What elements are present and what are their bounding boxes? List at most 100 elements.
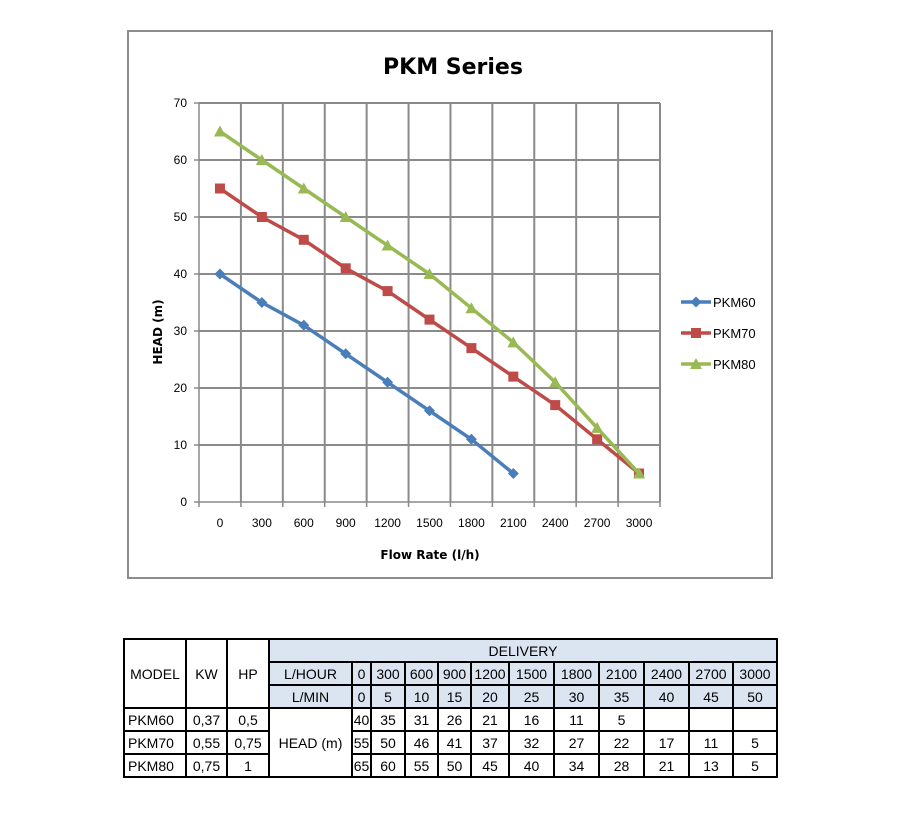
chart-frame: PKM Series 0 10 20 30 40 50 60 70 0 300 600 900 1200… — [127, 30, 773, 579]
point-triangle — [213, 125, 226, 137]
head-value: 34 — [553, 753, 600, 778]
head-value: 50 — [370, 730, 406, 755]
head-value: 65 — [351, 753, 372, 778]
spec-table: MODEL KW HP DELIVERY L/HOUR 0 300 600 900 12… — [123, 638, 778, 778]
head-value: 60 — [370, 753, 406, 778]
grid — [199, 102, 661, 502]
head-value: 21 — [470, 707, 510, 732]
model-cell: PKM60 — [123, 707, 187, 732]
hp-header: HP — [226, 638, 270, 709]
head-value: 5 — [598, 707, 645, 732]
head-value: 13 — [688, 753, 734, 778]
x-tick-label: 600 — [294, 516, 314, 530]
series-pkm60 — [214, 268, 519, 479]
point-square — [466, 343, 477, 354]
y-tick-label: 70 — [174, 96, 188, 110]
point-square — [256, 212, 267, 222]
legend-label: PKM60 — [713, 295, 756, 310]
lhour-value: 3000 — [732, 661, 778, 686]
y-tick-label: 50 — [174, 210, 188, 224]
head-value — [732, 707, 778, 732]
head-value: 41 — [437, 730, 472, 755]
point-triangle — [690, 358, 702, 369]
point-diamond — [465, 433, 477, 445]
x-tick-label: 3000 — [626, 516, 653, 530]
lhour-row: L/HOUR 0 300 600 900 1200 1500 1800 2100 2400 270… — [124, 661, 778, 686]
head-value: 11 — [688, 730, 734, 755]
table-header-row-1: MODEL KW HP DELIVERY — [123, 638, 778, 709]
head-value: 50 — [437, 753, 472, 778]
head-value: 55 — [351, 730, 372, 755]
head-value: 26 — [437, 707, 472, 732]
point-square — [298, 234, 309, 245]
lmin-value: 30 — [553, 684, 600, 709]
head-value: 46 — [404, 730, 439, 755]
x-tick-label: 300 — [252, 516, 272, 530]
lmin-value: 0 — [351, 684, 372, 709]
point-triangle — [339, 211, 352, 222]
point-diamond — [424, 405, 435, 417]
lmin-value: 35 — [598, 684, 645, 709]
lmin-value: 25 — [508, 684, 555, 709]
delivery-header: DELIVERY — [268, 638, 778, 663]
series-layer — [213, 125, 646, 479]
x-tick-label: 1500 — [416, 516, 443, 530]
legend-label: PKM80 — [713, 357, 756, 372]
lhour-value: 300 — [370, 661, 406, 686]
legend-item: PKM60 — [681, 295, 756, 310]
point-triangle — [465, 302, 478, 314]
series-pkm80 — [213, 125, 646, 479]
legend: PKM60 PKM70 PKM80 — [681, 295, 756, 372]
kw-cell: 0,37 — [185, 707, 228, 732]
head-value: 5 — [732, 730, 778, 755]
point-diamond — [214, 268, 226, 280]
x-tick-label: 900 — [336, 516, 356, 530]
head-value: 22 — [598, 730, 645, 755]
table-row: PKM60 0,37 0,5 HEAD (m) 40 35 31 26 21 16 11 5 — [123, 707, 778, 778]
legend-label: PKM70 — [713, 326, 756, 341]
kw-cell: 0,55 — [185, 730, 228, 755]
lmin-row: L/MIN 0 5 10 15 20 25 30 35 40 45 50 — [124, 684, 778, 709]
lhour-value: 1800 — [553, 661, 600, 686]
lhour-value: 600 — [404, 661, 439, 686]
point-square — [424, 314, 435, 325]
model-cell: PKM80 — [123, 753, 187, 778]
point-square — [550, 400, 561, 411]
lhour-label: L/HOUR — [268, 661, 353, 686]
lmin-value: 40 — [643, 684, 690, 709]
x-axis-title: Flow Rate (l/h) — [380, 548, 479, 562]
point-square — [691, 328, 701, 338]
y-tick-label: 20 — [174, 381, 188, 395]
head-value: 40 — [351, 707, 372, 732]
point-diamond — [340, 348, 352, 360]
hp-cell: 0,5 — [226, 707, 270, 732]
head-value: 32 — [508, 730, 555, 755]
kw-cell: 0,75 — [185, 753, 228, 778]
point-diamond — [507, 468, 519, 479]
head-value — [643, 707, 690, 732]
point-triangle — [255, 154, 268, 165]
head-value: 31 — [404, 707, 439, 732]
model-header: MODEL — [123, 638, 187, 709]
lhour-value: 2700 — [688, 661, 734, 686]
table-row: PKM70 0,55 0,75 55 50 46 41 37 32 27 22 17 11 5 — [123, 730, 778, 755]
point-square — [214, 183, 225, 194]
head-value: 17 — [643, 730, 690, 755]
point-diamond — [256, 297, 268, 308]
hp-cell: 1 — [226, 753, 270, 778]
point-square — [382, 286, 393, 297]
point-diamond — [298, 319, 310, 331]
point-triangle — [423, 268, 436, 279]
chart-svg: PKM Series 0 10 20 30 40 50 60 70 0 300 600 900 1200… — [151, 55, 756, 562]
lmin-label: L/MIN — [268, 684, 353, 709]
point-diamond — [382, 376, 394, 388]
x-tick-label: 2700 — [584, 516, 611, 530]
x-tick-label: 2400 — [542, 516, 569, 530]
chart-title: PKM Series — [383, 55, 523, 80]
head-value: 16 — [508, 707, 555, 732]
head-value: 37 — [470, 730, 510, 755]
head-label: HEAD (m) — [268, 707, 353, 778]
head-value — [688, 707, 734, 732]
y-tick-label: 40 — [174, 267, 188, 281]
point-triangle — [507, 336, 520, 348]
